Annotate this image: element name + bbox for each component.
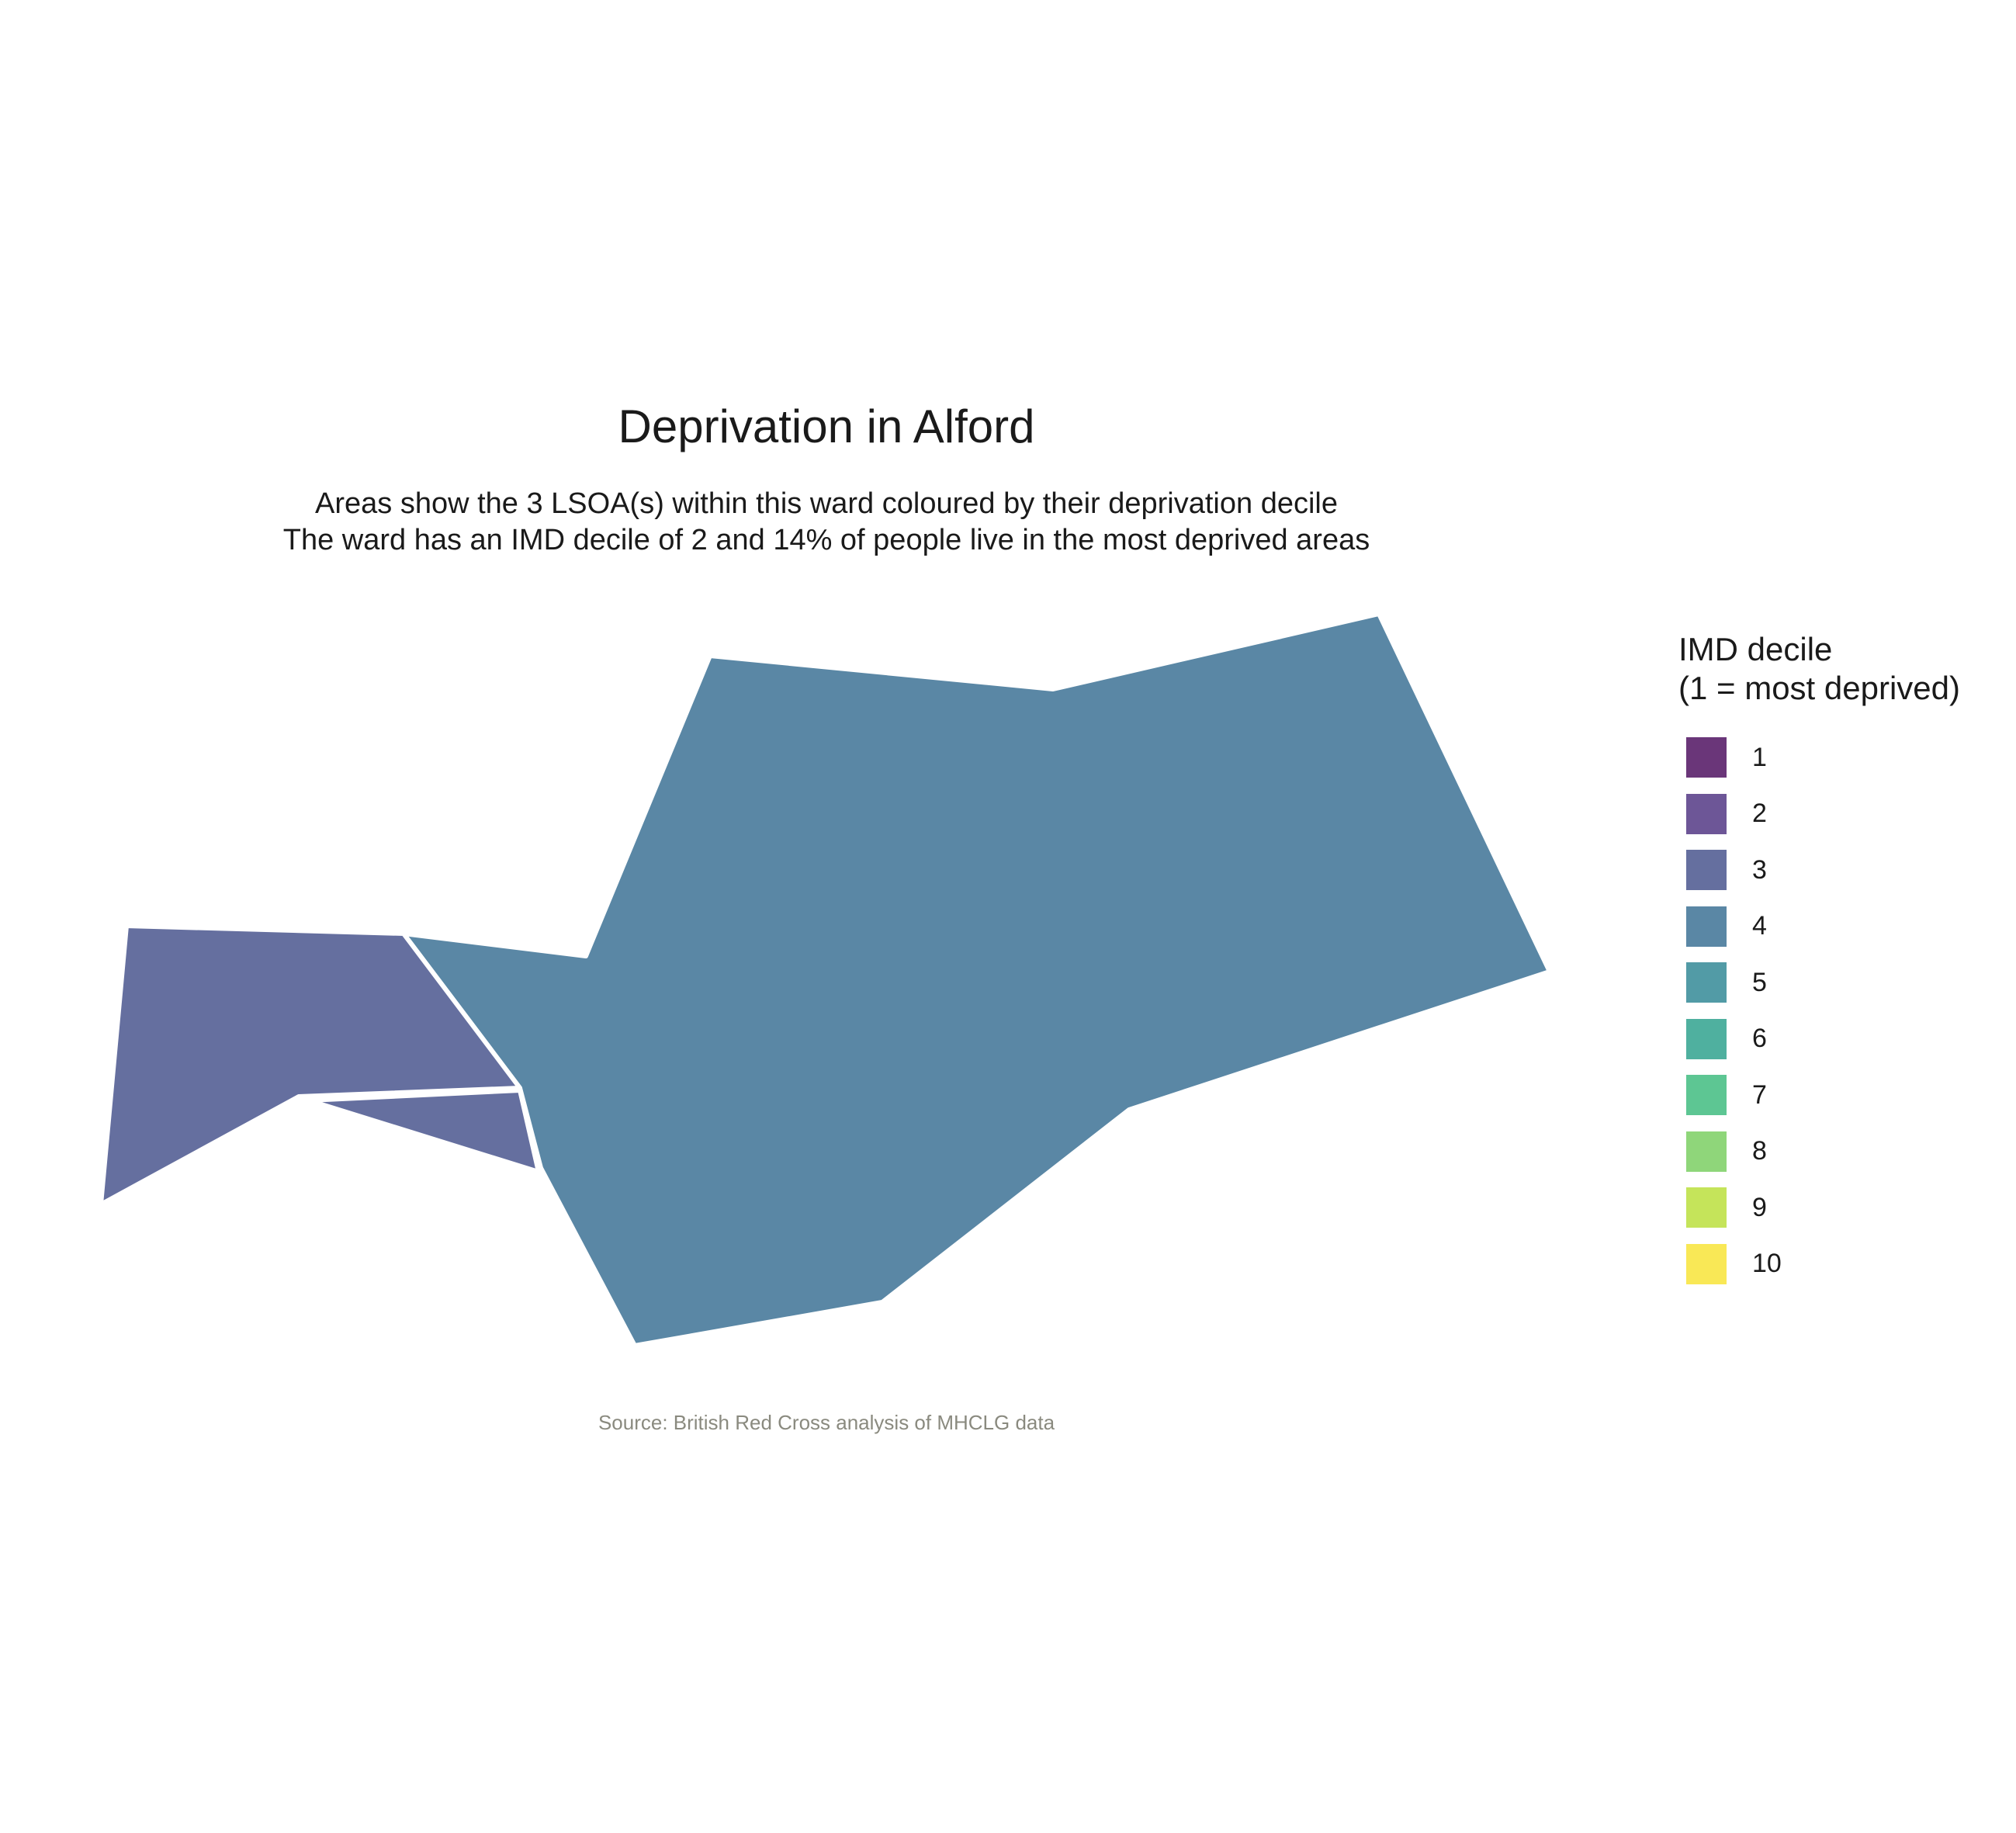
legend-swatch [1686,1187,1727,1228]
lsoa-area-south-sliver [307,1088,541,1174]
legend-item: 9 [1686,1187,1767,1228]
legend-swatch [1686,1075,1727,1115]
subtitle-line-1: Areas show the 3 LSOA(s) within this war… [315,487,1338,520]
legend-swatch [1686,737,1727,778]
legend-item: 7 [1686,1075,1767,1115]
legend-item: 4 [1686,906,1767,947]
legend-title-line-1: IMD decile [1678,631,1833,667]
legend-item: 1 [1686,737,1767,778]
legend-swatch [1686,906,1727,947]
page-title: Deprivation in Alford [618,400,1035,452]
legend-label: 7 [1752,1079,1767,1110]
legend-label: 4 [1752,911,1767,941]
legend-item: 10 [1686,1243,1782,1284]
lsoa-area-west [99,923,522,1207]
legend-label: 6 [1752,1024,1767,1053]
legend-item: 8 [1686,1131,1767,1172]
subtitle-line-2: The ward has an IMD decile of 2 and 14% … [282,524,1370,556]
source-caption: Source: British Red Cross analysis of MH… [598,1411,1055,1434]
lsoa-area-main [401,612,1552,1348]
legend-label: 8 [1752,1136,1767,1166]
legend-label: 1 [1752,742,1767,772]
legend-swatch [1686,1131,1727,1172]
legend-swatch [1686,850,1727,890]
legend-label: 3 [1752,854,1767,885]
legend-item: 5 [1686,962,1767,1003]
legend-label: 2 [1752,799,1767,828]
legend-swatch [1686,962,1727,1003]
legend-label: 5 [1752,967,1767,997]
legend-title-line-2: (1 = most deprived) [1678,670,1960,706]
legend-swatch [1686,1243,1727,1284]
legend-swatch [1686,1018,1727,1059]
legend-swatch [1686,793,1727,834]
legend-item: 2 [1686,793,1767,834]
legend-item: 3 [1686,850,1767,890]
legend-label: 9 [1752,1192,1767,1222]
legend-item: 6 [1686,1018,1767,1059]
legend-label: 10 [1752,1249,1782,1278]
